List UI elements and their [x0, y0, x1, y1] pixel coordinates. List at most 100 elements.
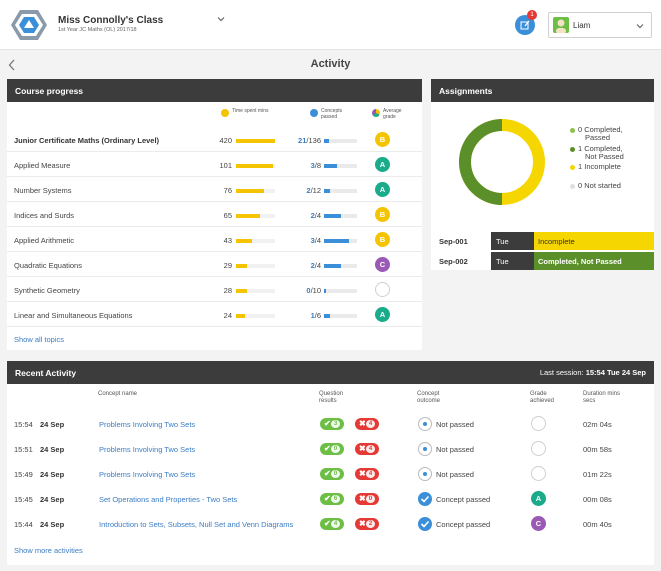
recent-activity-title: Recent Activity Last session: 15:54 Tue … [7, 361, 654, 384]
topic-name: Applied Arithmetic [14, 236, 75, 245]
assignment-status: Completed, Not Passed [534, 252, 654, 270]
concepts-total: /4 [314, 261, 321, 270]
average-grade-badge: B [375, 132, 390, 147]
clock-icon [221, 109, 229, 117]
concepts-passed-fill [324, 314, 330, 318]
concepts-passed-bar [324, 314, 357, 318]
activity-concept-link[interactable]: Problems Involving Two Sets [99, 445, 196, 454]
legend-count: 1 [578, 162, 583, 171]
concepts-passed-bar [324, 264, 357, 268]
activity-row: 15:49 24 Sep Problems Involving Two Sets ✔ 0… [7, 462, 654, 487]
assignment-code: Sep-001 [439, 237, 468, 246]
wrong-count: 0 [366, 495, 375, 503]
assignment-row[interactable]: Sep-001 Tue Incomplete [431, 232, 654, 250]
check-icon: ✔ [324, 419, 331, 428]
assignment-day: Tue [491, 232, 534, 250]
concepts-passed-value: 2/12 [306, 186, 321, 195]
wrong-answers-pill: ✖ 2 [355, 518, 379, 530]
concept-outcome: Concept passed [436, 495, 491, 504]
concepts-passed-count: 3 [310, 236, 315, 245]
activity-date: 24 Sep [40, 420, 65, 429]
topic-row[interactable]: Applied Arithmetic 43 3/4 B [7, 227, 422, 252]
time-spent-fill [236, 139, 275, 143]
topic-row[interactable]: Indices and Surds 65 2/4 B [7, 202, 422, 227]
back-chevron-icon[interactable] [8, 59, 16, 73]
correct-count: 4 [331, 520, 340, 528]
concepts-passed-count: 0 [306, 286, 311, 295]
assignment-code: Sep-002 [439, 257, 468, 266]
legend-item: 1 Completed, Not Passed [578, 145, 624, 161]
not-passed-icon [418, 442, 432, 456]
concepts-passed-count: 21 [298, 136, 307, 145]
correct-count: 6 [331, 495, 340, 503]
time-spent-bar [236, 164, 275, 168]
activity-concept-link[interactable]: Set Operations and Properties - Two Sets [99, 495, 238, 504]
grade-icon [372, 109, 380, 117]
concept-outcome-header: Concept outcome [417, 391, 441, 404]
notifications-button[interactable] [515, 15, 535, 35]
topic-name: Applied Measure [14, 161, 71, 170]
activity-time: 15:54 [14, 420, 33, 429]
wrong-count: 2 [366, 520, 375, 528]
topic-name: Number Systems [14, 186, 72, 195]
concepts-passed-count: 2 [310, 211, 315, 220]
time-spent-value: 420 [219, 136, 232, 145]
concepts-passed-value: 1/6 [311, 311, 321, 320]
legend-item: 0 Not started [578, 182, 621, 190]
activity-concept-link[interactable]: Problems Involving Two Sets [99, 470, 196, 479]
show-more-activities-link[interactable]: Show more activities [14, 546, 83, 555]
legend-label: Incomplete [584, 162, 621, 171]
cross-icon: ✖ [359, 469, 366, 478]
correct-count: 0 [331, 445, 340, 453]
activity-duration: 00m 08s [583, 495, 612, 504]
activity-concept-link[interactable]: Introduction to Sets, Subsets, Null Set … [99, 520, 294, 529]
time-spent-bar [236, 189, 275, 193]
activity-date: 24 Sep [40, 495, 65, 504]
activity-duration: 02m 04s [583, 420, 612, 429]
topic-row[interactable]: Number Systems 76 2/12 A [7, 177, 422, 202]
user-menu[interactable]: Liam [548, 12, 652, 38]
check-icon: ✔ [324, 519, 331, 528]
show-all-topics-link[interactable]: Show all topics [14, 335, 65, 344]
concepts-passed-bar [324, 239, 357, 243]
topic-row[interactable]: Synthetic Geometry 28 0/10 [7, 277, 422, 302]
activity-concept-link[interactable]: Problems Involving Two Sets [99, 420, 196, 429]
concepts-passed-fill [324, 139, 329, 143]
class-title[interactable]: Miss Connolly's Class [58, 15, 164, 26]
grade-achieved-header: Grade achieved [530, 391, 555, 404]
concepts-passed-count: 2 [306, 186, 311, 195]
correct-count: 0 [331, 470, 340, 478]
topic-row[interactable]: Junior Certificate Maths (Ordinary Level… [7, 127, 422, 152]
legend-label: Not started [584, 181, 621, 190]
not-passed-icon [418, 467, 432, 481]
topic-row[interactable]: Linear and Simultaneous Equations 24 1/6 A [7, 302, 422, 327]
activity-time: 15:45 [14, 495, 33, 504]
time-spent-value: 24 [223, 311, 232, 320]
wrong-count: 4 [366, 420, 375, 428]
time-spent-value: 76 [223, 186, 232, 195]
concepts-passed-count: 1 [310, 311, 315, 320]
concepts-total: /10 [310, 286, 321, 295]
logo-icon[interactable] [10, 8, 48, 42]
check-icon: ✔ [324, 494, 331, 503]
topic-name: Linear and Simultaneous Equations [14, 311, 133, 320]
time-spent-header: Time spent mins [232, 108, 269, 114]
time-spent-bar [236, 214, 275, 218]
activity-date: 24 Sep [40, 445, 65, 454]
grade-achieved-badge [531, 466, 546, 481]
wrong-count: 4 [366, 470, 375, 478]
topic-row[interactable]: Quadratic Equations 29 2/4 C [7, 252, 422, 277]
cross-icon: ✖ [359, 419, 366, 428]
recent-activity-panel: Recent Activity Last session: 15:54 Tue … [7, 361, 654, 565]
class-chevron-down-icon[interactable] [216, 14, 226, 24]
time-spent-bar [236, 289, 275, 293]
assignment-row[interactable]: Sep-002 Tue Completed, Not Passed [431, 252, 654, 270]
activity-time: 15:51 [14, 445, 33, 454]
topic-row[interactable]: Applied Measure 101 3/8 A [7, 152, 422, 177]
average-grade-badge: A [375, 182, 390, 197]
time-spent-bar [236, 264, 275, 268]
activity-duration: 00m 58s [583, 445, 612, 454]
time-spent-value: 65 [223, 211, 232, 220]
concepts-passed-fill [324, 164, 337, 168]
legend-dot [570, 165, 575, 170]
